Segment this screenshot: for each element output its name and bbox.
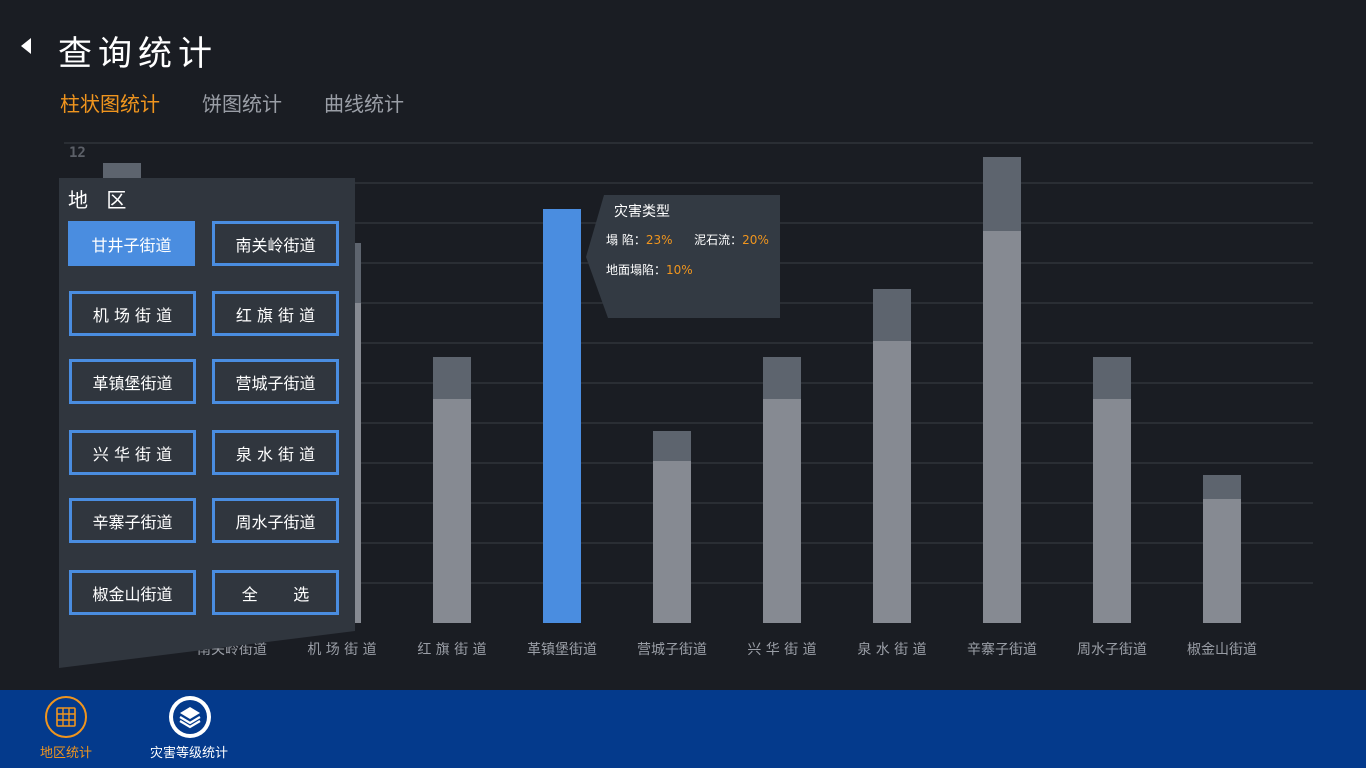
bar-segment-base[interactable] (763, 399, 801, 623)
region-panel-title: 地 区 (68, 188, 133, 212)
tooltip-title: 灾害类型 (614, 204, 670, 220)
tooltip-label: 泥石流： (694, 233, 743, 247)
region-button-gezhenbao[interactable]: 革镇堡街道 (69, 359, 196, 404)
nav-label: 灾害等级统计 (150, 746, 229, 761)
x-tick-label: 辛寨子街道 (967, 641, 1037, 658)
region-button-yingchengzi[interactable]: 营城子街道 (212, 359, 339, 404)
region-button-nanguanling[interactable]: 南关岭街道 (212, 221, 339, 266)
bar-segment-base[interactable] (433, 399, 471, 623)
bar-segment-top[interactable] (653, 431, 691, 461)
bar-segment-top[interactable] (1203, 475, 1241, 499)
tooltip-value: 23% (645, 233, 673, 247)
bar-segment-base[interactable] (653, 461, 691, 623)
x-tick-label: 机 场 街 道 (307, 642, 376, 658)
bar-segment-top[interactable] (433, 357, 471, 399)
bar-segment-top[interactable] (983, 157, 1021, 231)
region-button-hongqi[interactable]: 红 旗 街 道 (212, 291, 339, 336)
back-button[interactable] (18, 36, 38, 56)
nav-region-stats[interactable]: 地区统计 (40, 696, 92, 761)
bar-segment-base[interactable] (543, 209, 581, 623)
y-tick-label: 12 (69, 145, 86, 161)
bar-segment-top[interactable] (763, 357, 801, 399)
region-button-jichang[interactable]: 机 场 街 道 (69, 291, 196, 336)
tooltip-value: 10% (666, 263, 693, 277)
tooltip-value: 20% (742, 233, 769, 247)
x-tick-label: 营城子街道 (637, 642, 707, 658)
disaster-type-tooltip: 灾害类型 塌 陷：23% 泥石流：20% 地面塌陷：10% (586, 195, 780, 318)
tab-pie-chart[interactable]: 饼图统计 (202, 92, 282, 116)
page-title: 查询统计 (58, 34, 218, 74)
bar-segment-top[interactable] (873, 289, 911, 341)
layers-icon (168, 696, 211, 738)
x-tick-label: 泉 水 街 道 (857, 641, 926, 658)
grid-icon (45, 696, 87, 738)
region-button-zhoushuizi[interactable]: 周水子街道 (212, 498, 339, 543)
region-button-quanshui[interactable]: 泉 水 街 道 (212, 430, 339, 475)
x-tick-label: 红 旗 街 道 (417, 642, 486, 658)
nav-disaster-level-stats[interactable]: 灾害等级统计 (150, 696, 228, 761)
bottom-navigation: 地区统计 灾害等级统计 (0, 690, 1366, 768)
x-tick-label: 椒金山街道 (1187, 642, 1257, 658)
x-tick-label: 兴 华 街 道 (747, 642, 816, 658)
bar-segment-base[interactable] (873, 341, 911, 623)
select-all-button[interactable]: 全 选 (212, 570, 339, 615)
tooltip-row: 地面塌陷：10% (606, 261, 693, 278)
tab-bar-chart[interactable]: 柱状图统计 (60, 92, 160, 116)
chart-type-tabs: 柱状图统计 饼图统计 曲线统计 (60, 88, 404, 117)
tab-line-chart[interactable]: 曲线统计 (324, 92, 404, 116)
region-button-xinzhaizi[interactable]: 辛寨子街道 (69, 498, 196, 543)
bar-segment-base[interactable] (1093, 399, 1131, 623)
tooltip-label: 塌 陷： (606, 233, 646, 247)
bar-segment-top[interactable] (1093, 357, 1131, 399)
region-button-xinghua[interactable]: 兴 华 街 道 (69, 430, 196, 475)
x-tick-label: 革镇堡街道 (527, 642, 597, 658)
region-selection-panel: 地 区 甘井子街道 南关岭街道 机 场 街 道 红 旗 街 道 革镇堡街道 营城… (59, 178, 355, 668)
x-tick-label: 周水子街道 (1077, 642, 1147, 658)
nav-label: 地区统计 (40, 746, 93, 761)
region-button-ganjingzi[interactable]: 甘井子街道 (68, 221, 195, 266)
tooltip-label: 地面塌陷： (606, 263, 667, 277)
tooltip-row: 塌 陷：23% 泥石流：20% (606, 231, 769, 248)
region-button-jiaojinshan[interactable]: 椒金山街道 (69, 570, 196, 615)
bar-segment-base[interactable] (1203, 499, 1241, 623)
bar-segment-base[interactable] (983, 231, 1021, 623)
